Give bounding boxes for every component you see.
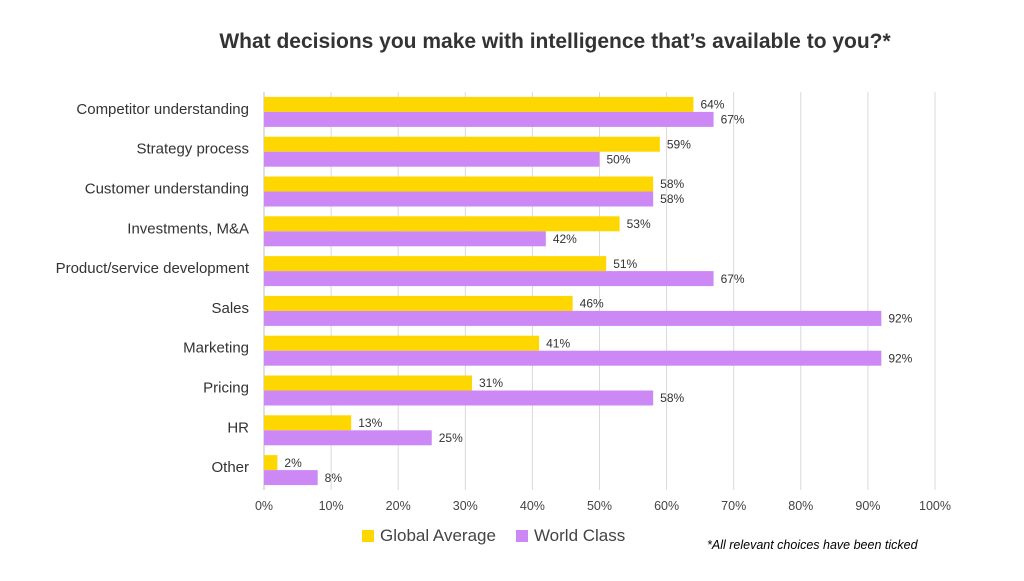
x-tick-label-3: 30% [453, 499, 478, 513]
x-tick-label-8: 80% [788, 499, 813, 513]
category-label: Strategy process [136, 141, 249, 158]
bar-global-average [264, 415, 352, 431]
bar-global-average [264, 256, 607, 272]
bar-world-class [264, 470, 318, 486]
value-label-world-class: 42% [553, 232, 577, 246]
value-label-global-average: 51% [613, 257, 637, 271]
value-label-world-class: 8% [325, 471, 343, 485]
x-tick-label-0: 0% [255, 499, 273, 513]
value-label-global-average: 58% [660, 177, 684, 191]
legend-label-global-average: Global Average [380, 526, 496, 545]
value-label-world-class: 50% [607, 152, 631, 166]
value-label-world-class: 58% [660, 391, 684, 405]
category-label: Pricing [203, 379, 249, 396]
bar-world-class [264, 390, 654, 406]
category-label: Marketing [183, 340, 249, 357]
bar-global-average [264, 375, 473, 391]
bar-global-average [264, 455, 278, 471]
legend-swatch-global-average [362, 530, 374, 542]
x-tick-label-6: 60% [654, 499, 679, 513]
value-label-world-class: 67% [721, 272, 745, 286]
bar-global-average [264, 96, 694, 112]
legend: Global Average World Class [362, 526, 645, 546]
category-label: Other [211, 459, 249, 476]
bar-global-average [264, 136, 660, 152]
bar-global-average [264, 335, 540, 351]
x-tick-label-5: 50% [587, 499, 612, 513]
footnote: *All relevant choices have been ticked [707, 538, 918, 552]
value-label-global-average: 31% [479, 376, 503, 390]
legend-swatch-world-class [515, 530, 528, 542]
chart-title: What decisions you make with intelligenc… [219, 30, 891, 53]
category-label: Sales [211, 300, 249, 317]
bar-world-class [264, 310, 882, 326]
value-label-global-average: 41% [546, 336, 570, 350]
value-label-global-average: 46% [580, 297, 604, 311]
bar-world-class [264, 111, 714, 127]
category-label: Competitor understanding [76, 101, 249, 118]
x-tick-label-9: 90% [855, 499, 880, 513]
x-tick-label-1: 10% [319, 499, 344, 513]
category-label: HR [227, 419, 249, 436]
legend-label-world-class: World Class [533, 526, 626, 545]
category-label: Product/service development [56, 260, 250, 277]
value-label-world-class: 92% [888, 312, 912, 326]
value-label-global-average: 53% [627, 217, 651, 231]
value-label-world-class: 25% [439, 431, 463, 445]
bar-world-class [264, 231, 546, 247]
value-label-world-class: 67% [721, 113, 745, 127]
x-tick-label-4: 40% [520, 499, 545, 513]
x-tick-label-2: 20% [386, 499, 411, 513]
value-label-global-average: 13% [358, 416, 382, 430]
x-tick-label-7: 70% [721, 499, 746, 513]
value-label-world-class: 58% [660, 192, 684, 206]
bar-world-class [264, 151, 600, 167]
bar-world-class [264, 191, 654, 207]
x-tick-label-10: 100% [919, 499, 951, 513]
value-label-global-average: 59% [667, 137, 691, 151]
bar-global-average [264, 216, 620, 232]
value-label-world-class: 92% [888, 351, 912, 365]
bar-world-class [264, 271, 714, 287]
category-label: Customer understanding [85, 180, 249, 197]
bar-global-average [264, 176, 654, 192]
legend-item-global-average: Global Average [362, 526, 496, 546]
category-label: Investments, M&A [127, 220, 249, 237]
value-label-global-average: 64% [700, 98, 724, 112]
bar-world-class [264, 430, 432, 446]
bar-global-average [264, 295, 573, 311]
bar-world-class [264, 350, 882, 366]
legend-item-world-class: World Class [515, 526, 626, 546]
value-label-global-average: 2% [284, 456, 302, 470]
